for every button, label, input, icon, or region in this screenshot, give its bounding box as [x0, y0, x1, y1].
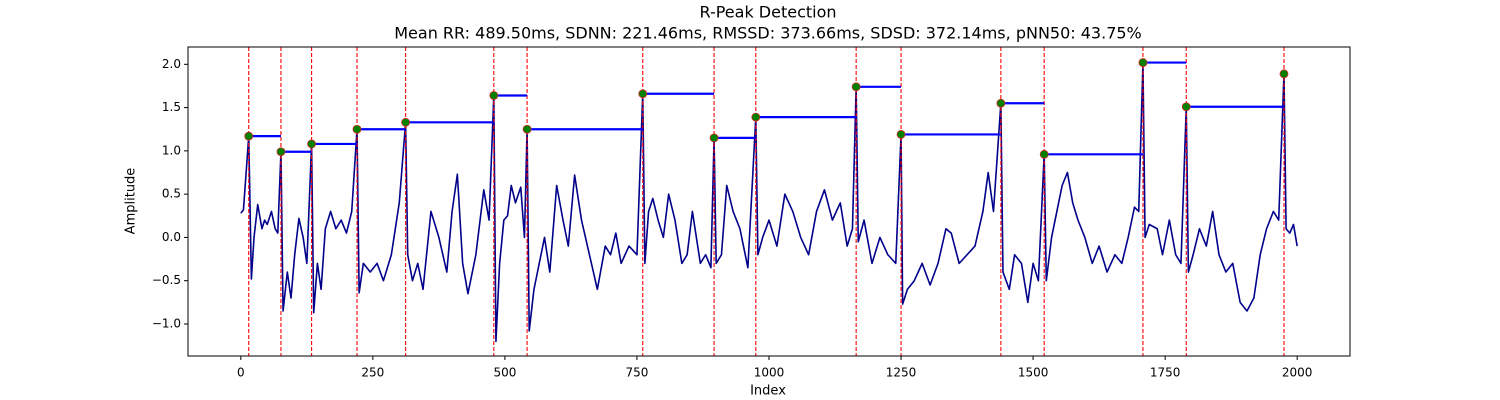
y-tick-label: 1.0: [162, 143, 181, 157]
plot-area: [240, 47, 1298, 356]
x-tick-label: 1750: [1150, 366, 1181, 380]
x-tick-label: 1250: [886, 366, 917, 380]
y-tick-label: 2.0: [162, 57, 181, 71]
r-peak: [1279, 69, 1289, 79]
chart-subtitle: Mean RR: 489.50ms, SDNN: 221.46ms, RMSSD…: [394, 24, 1142, 43]
r-peak: [709, 133, 719, 143]
x-tick-label: 500: [493, 366, 516, 380]
signal-line: [240, 61, 1298, 343]
y-tick-label: −0.5: [152, 273, 181, 287]
r-peak: [276, 147, 286, 157]
x-tick-label: 1500: [1018, 366, 1049, 380]
r-peak: [896, 130, 906, 139]
y-tick-label: 0.5: [162, 187, 181, 201]
r-peak: [307, 139, 316, 149]
r-peak: [244, 131, 254, 141]
x-tick-label: 250: [361, 366, 384, 380]
r-peak: [489, 91, 499, 100]
r-peak: [851, 82, 861, 92]
r-peak: [352, 124, 362, 134]
r-peak: [522, 124, 532, 134]
chart-title: R-Peak Detection: [699, 3, 836, 22]
x-tick-label: 2000: [1282, 366, 1313, 380]
plot-frame: [187, 46, 1351, 357]
x-axis-label: Index: [750, 384, 786, 399]
r-peak: [1138, 58, 1148, 67]
r-peak: [996, 98, 1006, 108]
y-tick-label: 0.0: [162, 230, 181, 244]
y-axis-label: Amplitude: [124, 168, 139, 235]
r-peak: [1039, 149, 1049, 159]
r-peak: [638, 89, 648, 99]
r-peak: [1181, 102, 1191, 112]
y-tick-label: −1.0: [152, 316, 181, 330]
r-peak: [751, 112, 761, 122]
x-tick-label: 0: [237, 366, 245, 380]
x-tick-label: 750: [626, 366, 649, 380]
r-peak: [401, 117, 411, 127]
y-tick-label: 1.5: [162, 100, 181, 114]
x-tick-label: 1000: [754, 366, 785, 380]
